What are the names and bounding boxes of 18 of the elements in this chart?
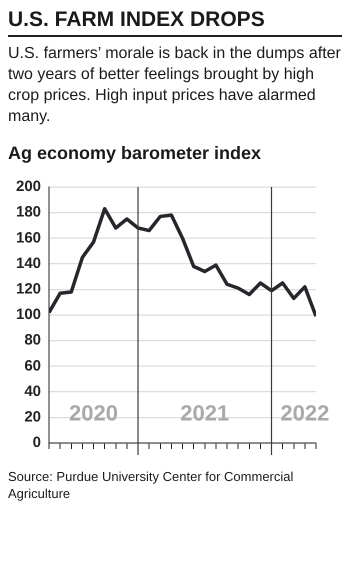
y-tick-label: 180: [16, 204, 42, 221]
source-note: Source: Purdue University Center for Commercial Agriculture: [8, 468, 294, 502]
y-axis-title: Ag economy barometer index: [8, 143, 262, 164]
chart-title: U.S. FARM INDEX DROPS: [8, 8, 342, 37]
y-tick-label: 60: [24, 357, 42, 374]
y-tick-label: 100: [16, 306, 42, 324]
y-tick-label: 80: [24, 332, 42, 349]
x-tick-label: 2022: [280, 400, 330, 426]
y-tick-label: 120: [16, 280, 42, 298]
chart-subtitle: U.S. farmers’ morale is back in the dumps after two years of better feelings brought by high crop prices. High input prices have alarmed many.: [8, 44, 342, 127]
y-tick-label: 140: [16, 254, 42, 272]
y-tick-label: 160: [16, 229, 42, 246]
y-tick-label: 0: [32, 434, 42, 452]
y-tick-label: 200: [16, 178, 42, 196]
x-tick-label: 2020: [69, 400, 118, 426]
y-tick-label: 20: [24, 408, 42, 426]
y-tick-label: 40: [24, 382, 42, 400]
x-tick-label: 2021: [180, 400, 230, 426]
